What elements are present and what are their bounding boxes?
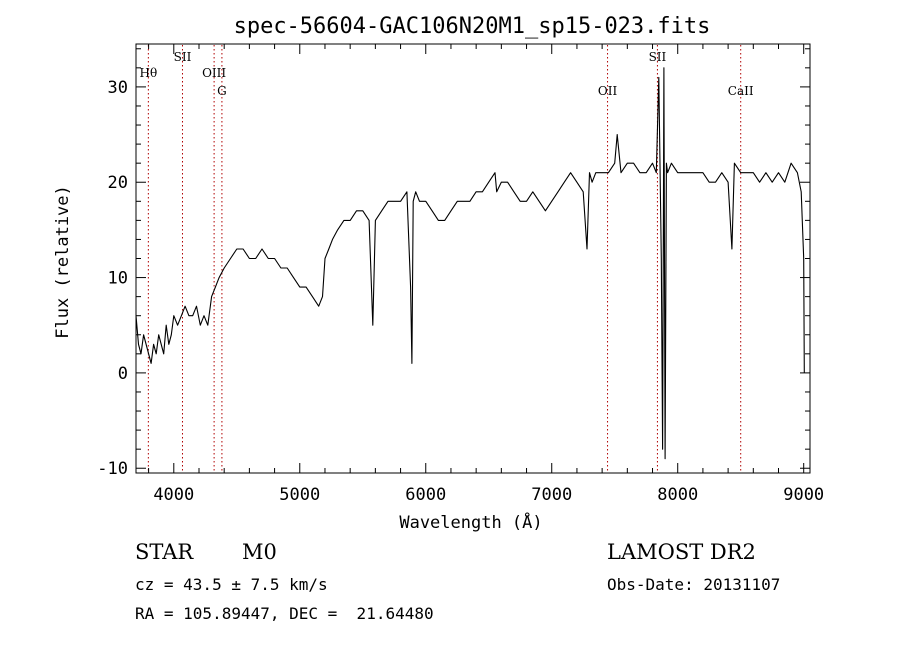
plot-frame	[135, 43, 811, 474]
line-marker-label: G	[217, 84, 227, 98]
y-tick-label: 0	[118, 364, 128, 384]
x-tick-label: 9000	[783, 485, 824, 505]
y-tick-label: -10	[97, 459, 128, 479]
y-tick-label: 30	[108, 78, 128, 98]
x-tick-label: 4000	[153, 485, 194, 505]
coordinates: RA = 105.89447, DEC = 21.64480	[135, 604, 434, 623]
x-tick-label: 8000	[657, 485, 698, 505]
redshift-velocity: cz = 43.5 ± 7.5 km/s	[135, 575, 328, 594]
object-class: STAR	[135, 540, 194, 564]
y-tick-label: 10	[108, 269, 128, 289]
line-marker-label: SII	[174, 50, 192, 64]
y-axis-label: Flux (relative)	[53, 185, 73, 339]
y-tick-label: 20	[108, 173, 128, 193]
line-marker-label: SII	[649, 50, 667, 64]
line-marker-label: Hθ	[139, 66, 157, 80]
object-subclass: M0	[242, 540, 277, 564]
survey-name: LAMOST DR2	[607, 540, 756, 564]
x-tick-label: 6000	[405, 485, 446, 505]
observation-date: Obs-Date: 20131107	[607, 575, 781, 594]
axis-ticks: 4000 5000 6000 7000 8000 9000 -10 0 10 20 30	[97, 44, 824, 505]
line-marker-layer: Hθ SII OIII G OII SII CaII	[139, 45, 754, 472]
chart-title: spec-56604-GAC106N20M1_sp15-023.fits	[234, 14, 711, 39]
spectrum-line	[135, 67, 805, 460]
line-marker-label: CaII	[728, 84, 754, 98]
x-tick-label: 7000	[531, 485, 572, 505]
line-marker-label: OII	[598, 84, 618, 98]
line-marker-label: OIII	[202, 66, 226, 80]
x-tick-label: 5000	[279, 485, 320, 505]
x-axis-label: Wavelength (Å)	[399, 511, 542, 533]
